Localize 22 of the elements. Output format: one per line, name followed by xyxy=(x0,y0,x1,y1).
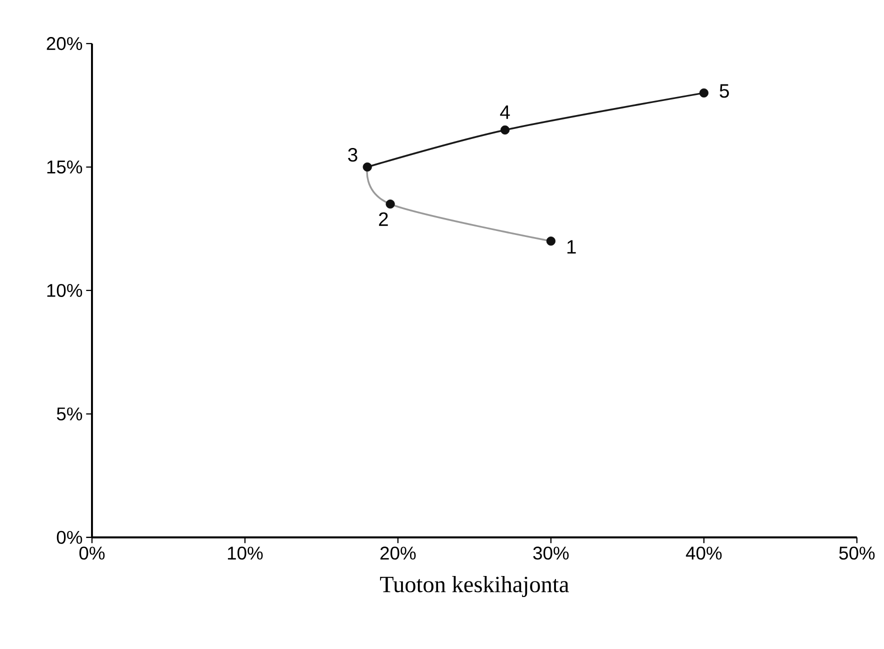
y-tick-label: 5% xyxy=(56,408,82,421)
x-tick-label: 0% xyxy=(79,546,105,560)
x-axis-title: Tuoton keskihajonta xyxy=(380,576,569,598)
annotation: 4 xyxy=(500,106,510,119)
point xyxy=(699,88,708,98)
point xyxy=(500,126,510,135)
annotation: 3 xyxy=(348,148,358,162)
annotation: 1 xyxy=(567,240,576,254)
point xyxy=(386,200,395,209)
point xyxy=(546,236,556,246)
annotation: 5 xyxy=(720,84,729,98)
y-tick-label: 15% xyxy=(47,160,82,174)
x-tick-label: 30% xyxy=(533,546,569,560)
x-tick-label: 20% xyxy=(380,546,416,560)
y-tick-label: 10% xyxy=(47,284,82,298)
x-tick-label: 10% xyxy=(228,546,263,560)
x-tick-label: 50% xyxy=(839,546,875,560)
point xyxy=(362,162,372,172)
annotation: 2 xyxy=(379,212,388,226)
x-tick-label: 40% xyxy=(686,546,722,560)
y-tick-label: 20% xyxy=(46,37,82,50)
y-tick-label: 0% xyxy=(56,531,82,544)
